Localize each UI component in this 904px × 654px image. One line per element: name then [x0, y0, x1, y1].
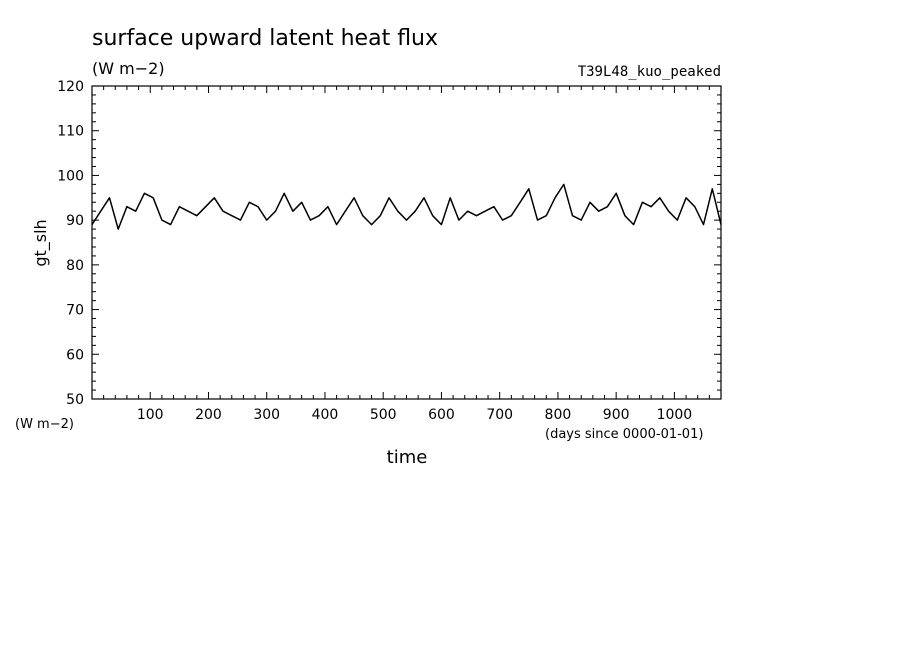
x-tick-label: 900 — [603, 407, 630, 423]
x-tick-label: 400 — [312, 407, 339, 423]
x-tick-label: 1000 — [657, 407, 693, 423]
experiment-label: T39L48_kuo_peaked — [578, 64, 721, 80]
chart-title: surface upward latent heat flux — [92, 26, 438, 51]
x-tick-labels: 100 200 300 400 500 600 700 800 900 1000 — [137, 407, 692, 423]
x-axis-unit: (days since 0000-01-01) — [545, 427, 703, 442]
x-tick-label: 500 — [370, 407, 397, 423]
x-tick-label: 200 — [195, 407, 222, 423]
y-axis-unit: (W m−2) — [15, 417, 74, 432]
x-axis-label: time — [387, 447, 428, 468]
y-tick-label: 80 — [66, 258, 84, 274]
x-tick-label: 300 — [253, 407, 280, 423]
y-tick-label: 70 — [66, 303, 84, 319]
y-tick-label: 120 — [57, 79, 84, 95]
plot-frame — [91, 85, 722, 400]
x-tick-label: 600 — [428, 407, 455, 423]
x-tick-label: 100 — [137, 407, 164, 423]
axis-ticks — [92, 86, 721, 399]
y-tick-label: 90 — [66, 213, 84, 229]
series-line-gt-slh — [91, 183, 722, 230]
x-tick-label: 800 — [545, 407, 572, 423]
chart-title-unit: (W m−2) — [92, 59, 165, 78]
y-tick-label: 100 — [57, 168, 84, 184]
y-tick-label: 60 — [66, 347, 84, 363]
y-tick-label: 110 — [57, 124, 84, 140]
y-axis-label: gt_slh — [31, 219, 51, 266]
x-tick-label: 700 — [486, 407, 513, 423]
y-tick-label: 50 — [66, 392, 84, 408]
y-tick-labels: 50 60 70 80 90 100 110 120 — [57, 79, 84, 408]
